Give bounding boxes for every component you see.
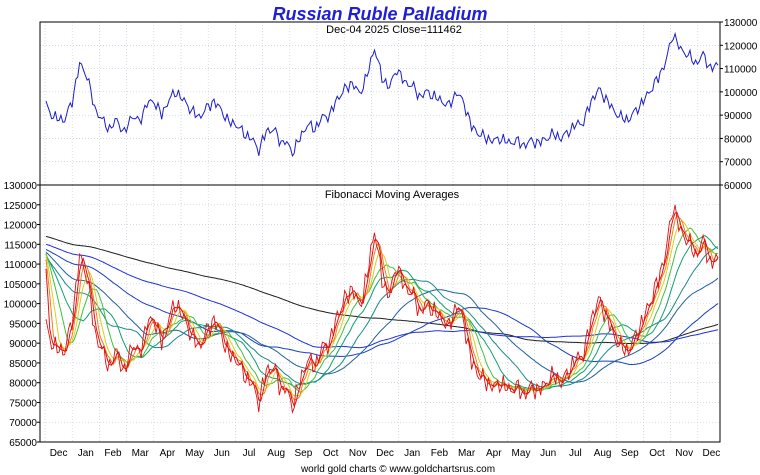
price-line	[45, 31, 719, 158]
x-tick-label: Jul	[569, 448, 582, 459]
x-tick-label: Jun	[540, 448, 556, 459]
x-tick-label: Jul	[243, 448, 256, 459]
x-tick-label: Jan	[78, 448, 94, 459]
upper-y-tick-label: 60000	[724, 181, 752, 192]
upper-y-axis: 60000 70000 80000 90000 100000 110000 120000 13…	[720, 18, 758, 192]
lower-y-tick-label: 70000	[9, 418, 37, 429]
lower-panel-title: Fibonacci Moving Averages	[325, 189, 460, 201]
upper-price-series	[45, 31, 719, 158]
x-tick-label: Apr	[160, 448, 176, 459]
upper-y-tick-label: 120000	[724, 41, 758, 52]
x-tick-label: Jun	[214, 448, 230, 459]
x-tick-label: Sep	[621, 448, 639, 459]
x-tick-label: Dec	[376, 448, 394, 459]
x-tick-label: Aug	[267, 448, 285, 459]
x-tick-label: Feb	[104, 448, 122, 459]
x-tick-label: Mar	[458, 448, 476, 459]
lower-y-tick-label: 65000	[9, 438, 37, 449]
lower-y-axis: 65000 70000 75000 80000 85000 90000 95000 10000…	[4, 181, 40, 449]
lower-y-tick-label: 95000	[9, 319, 37, 330]
x-tick-label: Mar	[132, 448, 150, 459]
x-tick-label: Feb	[431, 448, 449, 459]
x-tick-label: Nov	[675, 448, 693, 459]
lower-y-tick-label: 75000	[9, 398, 37, 409]
lower-y-tick-label: 105000	[4, 280, 38, 291]
x-tick-label: Nov	[349, 448, 367, 459]
x-tick-label: Aug	[594, 448, 612, 459]
lower-y-tick-label: 90000	[9, 339, 37, 350]
chart-footer: world gold charts © www.goldchartsrus.co…	[300, 464, 495, 475]
upper-y-tick-label: 130000	[724, 18, 758, 29]
lower-y-tick-label: 115000	[4, 240, 37, 251]
x-tick-label: May	[185, 448, 204, 459]
x-tick-label: Oct	[649, 448, 665, 459]
x-tick-label: Sep	[295, 448, 313, 459]
price-line-lower	[45, 204, 719, 415]
ma-line-3	[45, 211, 719, 408]
upper-y-tick-label: 90000	[724, 111, 752, 122]
ma-line-89	[45, 249, 719, 365]
x-tick-label: Jan	[404, 448, 420, 459]
x-axis: Dec Jan Feb Mar Apr May Jun Jul Aug Sep Oct Nov Dec J…	[50, 448, 721, 459]
lower-y-tick-label: 130000	[4, 181, 38, 192]
upper-panel-grid	[40, 21, 720, 186]
lower-panel-grid	[40, 184, 720, 443]
upper-y-tick-label: 70000	[724, 158, 752, 169]
ma-line-34	[45, 246, 719, 389]
ma-line-233	[45, 235, 719, 344]
ma-line-144	[45, 243, 719, 349]
x-tick-label: Dec	[50, 448, 68, 459]
lower-y-tick-label: 110000	[4, 260, 37, 271]
moving-average-series	[45, 204, 719, 415]
x-tick-label: Apr	[486, 448, 502, 459]
lower-y-tick-label: 125000	[4, 201, 38, 212]
x-tick-label: Dec	[703, 448, 721, 459]
lower-y-tick-label: 80000	[9, 379, 37, 390]
x-tick-label: May	[512, 448, 531, 459]
chart-title: Russian Ruble Palladium	[272, 4, 487, 24]
upper-y-tick-label: 110000	[724, 65, 757, 76]
lower-panel-frame	[39, 184, 721, 443]
lower-y-tick-label: 120000	[4, 221, 38, 232]
ma-line-21	[45, 235, 719, 390]
upper-y-tick-label: 100000	[724, 88, 758, 99]
chart-subtitle: Dec-04 2025 Close=111462	[326, 24, 462, 36]
x-tick-label: Oct	[323, 448, 339, 459]
lower-y-tick-label: 100000	[4, 300, 38, 311]
lower-y-tick-label: 85000	[9, 359, 37, 370]
upper-y-tick-label: 80000	[724, 134, 752, 145]
